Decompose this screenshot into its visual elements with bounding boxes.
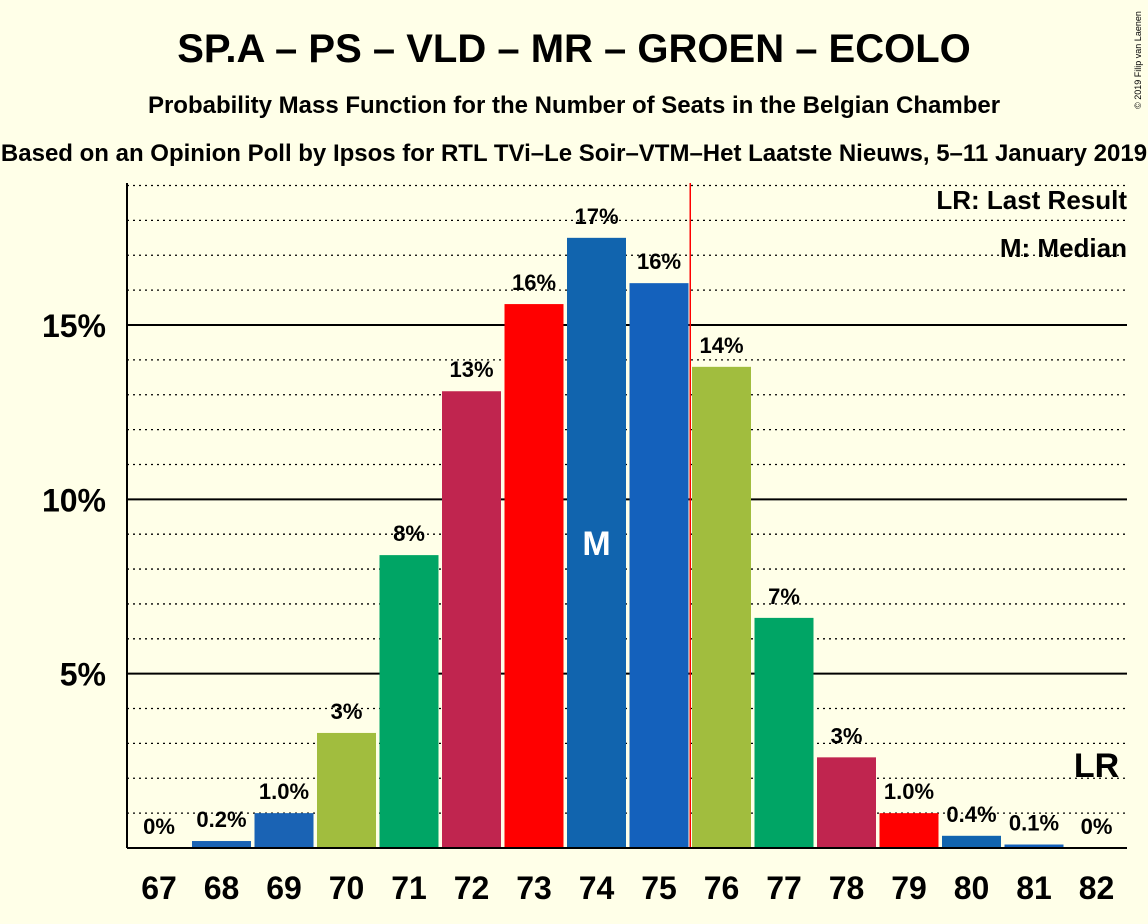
bar-seats-76 xyxy=(692,366,751,848)
x-tick-76: 76 xyxy=(704,870,740,906)
bar-seats-70 xyxy=(317,732,376,848)
bar-label-72: 13% xyxy=(449,357,493,382)
bar-seats-75 xyxy=(629,283,689,848)
bar-seats-80 xyxy=(942,835,1001,848)
bar-seats-69 xyxy=(254,813,314,848)
x-tick-81: 81 xyxy=(1016,870,1052,906)
bar-label-71: 8% xyxy=(393,521,425,546)
bar-seats-77 xyxy=(754,617,814,848)
x-tick-78: 78 xyxy=(829,870,865,906)
axes: 67 68 69 70 71 72 73 74 75 76 77 78 79 80 81 82 5% 10% 15% xyxy=(42,183,1127,906)
bar-seats-68 xyxy=(192,841,251,848)
last-result-marker: LR xyxy=(1074,747,1119,785)
bar-seats-72 xyxy=(442,391,501,848)
bar-label-68: 0.2% xyxy=(196,807,246,832)
median-marker: M xyxy=(582,525,610,563)
x-tick-70: 70 xyxy=(329,870,365,906)
grid-lines xyxy=(127,184,1127,814)
bar-label-75: 16% xyxy=(637,249,681,274)
bar-label-82: 0% xyxy=(1081,814,1113,839)
x-tick-82: 82 xyxy=(1079,870,1115,906)
legend-last-result: LR: Last Result xyxy=(936,185,1127,215)
x-tick-73: 73 xyxy=(516,870,552,906)
bar-label-78: 3% xyxy=(831,723,863,748)
chart-subtitle: Probability Mass Function for the Number… xyxy=(148,92,1000,119)
legend-median: M: Median xyxy=(1000,233,1127,263)
x-tick-72: 72 xyxy=(454,870,490,906)
bar-seats-81 xyxy=(1004,844,1064,848)
bar-seats-74 xyxy=(567,237,626,849)
bar-label-70: 3% xyxy=(331,699,363,724)
x-tick-74: 74 xyxy=(579,870,615,906)
bar-label-69: 1.0% xyxy=(259,779,309,804)
bar-label-81: 0.1% xyxy=(1009,811,1059,836)
y-tick-15: 15% xyxy=(42,308,106,344)
bar-label-74: 17% xyxy=(574,204,618,229)
chart-source: Based on an Opinion Poll by Ipsos for RT… xyxy=(1,140,1147,167)
x-tick-79: 79 xyxy=(891,870,927,906)
bar-seats-78 xyxy=(817,757,876,848)
bar-seats-73 xyxy=(504,304,564,849)
bar-label-77: 7% xyxy=(768,584,800,609)
y-tick-10: 10% xyxy=(42,482,106,518)
bar-label-80: 0.4% xyxy=(946,802,996,827)
bar-labels: 0% 0.2% 1.0% 3% 8% 13% 16% 17% 16% 14% 7% 3% 1.0% 0.4… xyxy=(143,204,1119,839)
bar-seats-79 xyxy=(879,813,939,848)
x-tick-68: 68 xyxy=(204,870,240,906)
bar-label-67: 0% xyxy=(143,814,175,839)
bar-label-73: 16% xyxy=(512,270,556,295)
y-tick-5: 5% xyxy=(60,657,106,693)
x-tick-77: 77 xyxy=(766,870,802,906)
bar-seats-71 xyxy=(379,555,439,848)
legend: LR: Last Result M: Median xyxy=(936,185,1127,263)
bars xyxy=(192,237,1064,849)
x-tick-75: 75 xyxy=(641,870,677,906)
bar-label-79: 1.0% xyxy=(884,779,934,804)
bar-label-76: 14% xyxy=(699,333,743,358)
x-tick-67: 67 xyxy=(141,870,177,906)
x-tick-71: 71 xyxy=(391,870,427,906)
x-tick-80: 80 xyxy=(954,870,990,906)
copyright-notice: © 2019 Filip van Laenen xyxy=(1133,11,1143,109)
x-tick-69: 69 xyxy=(266,870,302,906)
chart-title: SP.A – PS – VLD – MR – GROEN – ECOLO xyxy=(177,27,971,71)
